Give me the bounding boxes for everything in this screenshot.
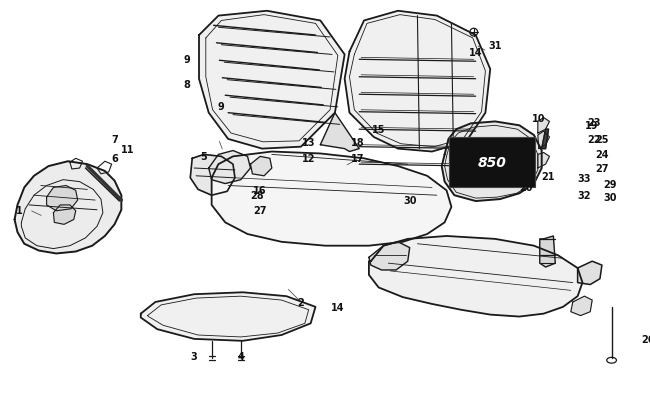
- Text: 29: 29: [603, 179, 616, 189]
- Text: 5: 5: [200, 152, 207, 162]
- Polygon shape: [190, 155, 235, 196]
- Polygon shape: [442, 122, 541, 202]
- Polygon shape: [320, 113, 359, 152]
- Polygon shape: [250, 157, 272, 176]
- Text: 27: 27: [595, 164, 608, 174]
- Text: 10: 10: [532, 113, 545, 123]
- Polygon shape: [578, 262, 602, 285]
- Polygon shape: [53, 205, 75, 225]
- Text: 13: 13: [302, 137, 315, 147]
- Text: 6: 6: [111, 154, 118, 164]
- Text: 30: 30: [603, 193, 616, 202]
- Text: 23: 23: [588, 118, 601, 128]
- Text: 9: 9: [183, 55, 190, 65]
- Polygon shape: [538, 118, 549, 134]
- Text: 11: 11: [122, 144, 135, 154]
- Polygon shape: [199, 12, 344, 149]
- Polygon shape: [541, 130, 549, 149]
- Text: 22: 22: [588, 134, 601, 145]
- Polygon shape: [47, 186, 77, 211]
- Polygon shape: [538, 132, 549, 149]
- Text: 8: 8: [183, 79, 190, 90]
- Text: 31: 31: [488, 40, 502, 51]
- Text: 27: 27: [254, 205, 267, 215]
- Text: 30: 30: [403, 196, 417, 206]
- Polygon shape: [571, 296, 592, 316]
- Text: 32: 32: [578, 191, 591, 201]
- Text: 7: 7: [111, 134, 118, 145]
- Polygon shape: [212, 152, 451, 246]
- Text: 1: 1: [16, 205, 23, 215]
- Polygon shape: [209, 151, 250, 184]
- Polygon shape: [369, 242, 410, 270]
- Text: 19: 19: [586, 121, 599, 131]
- Text: 18: 18: [350, 137, 364, 147]
- Text: 9: 9: [218, 102, 225, 112]
- Text: 24: 24: [595, 150, 608, 160]
- Text: 17: 17: [350, 154, 364, 164]
- Polygon shape: [344, 12, 490, 152]
- Text: 14: 14: [331, 302, 345, 312]
- Polygon shape: [14, 162, 122, 254]
- Text: 3: 3: [191, 352, 198, 362]
- Bar: [450, 138, 535, 188]
- Text: 15: 15: [372, 125, 385, 135]
- Text: 850: 850: [478, 156, 506, 170]
- Text: 14: 14: [469, 47, 482, 58]
- Text: 19: 19: [519, 166, 533, 177]
- Polygon shape: [538, 153, 549, 168]
- Text: 21: 21: [541, 171, 555, 181]
- Polygon shape: [369, 237, 582, 317]
- Polygon shape: [540, 237, 555, 267]
- Text: 16: 16: [254, 186, 267, 196]
- Text: 20: 20: [519, 183, 533, 193]
- Text: 28: 28: [250, 191, 264, 201]
- Text: 25: 25: [595, 134, 608, 145]
- Text: 33: 33: [578, 173, 591, 183]
- Text: 12: 12: [302, 154, 315, 164]
- Polygon shape: [141, 292, 315, 341]
- Text: 26: 26: [642, 334, 650, 344]
- Text: 4: 4: [237, 352, 244, 362]
- Text: 2: 2: [298, 297, 304, 307]
